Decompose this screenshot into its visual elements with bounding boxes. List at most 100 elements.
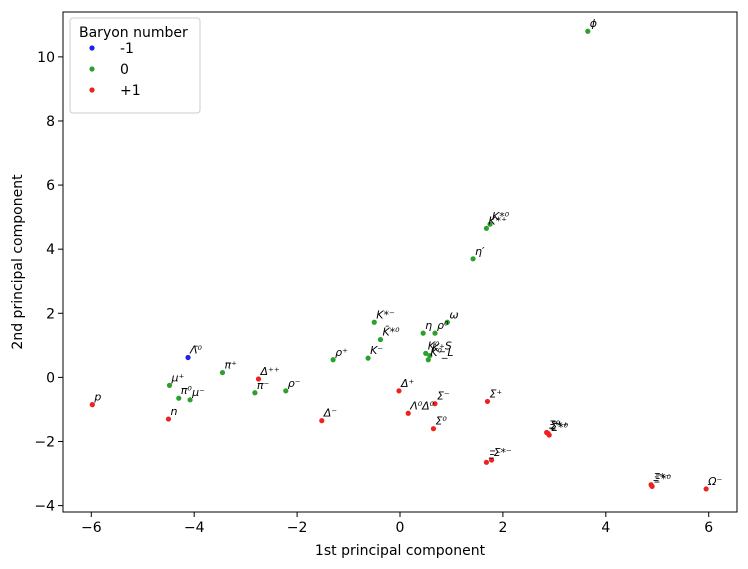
x-tick-label: −6 (81, 520, 102, 536)
data-point (371, 319, 377, 325)
legend-entries: -1 0 +1 (89, 41, 141, 99)
data-point (165, 416, 172, 422)
point-label: ω (449, 308, 458, 321)
data-point (330, 357, 336, 363)
data-point (484, 398, 491, 405)
data-point (430, 426, 437, 432)
point-label: Σ*⁻ (494, 446, 512, 459)
point-label: Ξ⁻ (488, 448, 501, 461)
point-label: Δ⁺⁺ (260, 365, 280, 378)
point-label: K⁰_S (428, 339, 452, 352)
data-point (185, 354, 191, 361)
point-label: ρ⁺ (335, 346, 348, 359)
point-label: μ⁺ (171, 371, 185, 384)
point-label: Δ⁺ (400, 377, 415, 390)
legend-label: -1 (120, 41, 134, 57)
legend-marker (89, 45, 95, 51)
data-point (483, 459, 490, 465)
y-axis-ticks: −4 −2 0 2 4 6 8 10 (34, 50, 63, 515)
data-point (546, 432, 552, 438)
data-point (487, 221, 493, 227)
x-tick-label: −2 (287, 520, 308, 536)
data-point (425, 357, 431, 363)
data-point (470, 256, 476, 262)
data-point (703, 486, 709, 492)
point-label: K⁺ (432, 342, 445, 355)
data-point (444, 319, 450, 325)
point-label: Σ⁻ (437, 390, 450, 403)
point-label: Ω⁻ (707, 475, 722, 488)
y-tick-label: 2 (46, 306, 55, 322)
legend-label: 0 (120, 62, 129, 78)
point-label: Σ⁺ (489, 387, 502, 400)
y-tick-label: −4 (34, 499, 55, 515)
data-point (585, 28, 591, 34)
data-point (432, 401, 438, 407)
data-point (252, 390, 258, 396)
legend-title: Baryon number (79, 25, 188, 41)
point-label: ρ⁻ (288, 377, 301, 390)
data-point (166, 382, 173, 388)
legend-label: +1 (120, 83, 141, 99)
point-label: ϕ (590, 17, 597, 30)
data-point (187, 397, 193, 403)
data-point (427, 352, 433, 359)
point-label: ρ⁰ (437, 319, 449, 332)
point-label: η′ (475, 245, 485, 258)
data-point (649, 483, 655, 489)
point-label: η (425, 319, 432, 332)
legend-marker (89, 87, 95, 93)
y-tick-label: −2 (34, 434, 55, 450)
x-tick-label: 0 (396, 520, 405, 536)
data-points (89, 28, 709, 492)
y-tick-label: 0 (46, 370, 55, 386)
x-axis-ticks: −6 −4 −2 0 2 4 6 (81, 512, 713, 536)
point-label: n (170, 405, 177, 418)
data-point (377, 336, 384, 343)
point-label: μ⁻ (191, 386, 205, 399)
x-axis-title: 1st principal component (315, 543, 486, 559)
data-point (396, 388, 402, 394)
data-point (423, 350, 429, 356)
point-label: Ξ*⁰ (654, 472, 671, 485)
y-tick-label: 10 (37, 50, 55, 66)
point-label: p (93, 391, 101, 404)
point-label: Λ⁰Δ⁰ (409, 399, 434, 412)
y-tick-label: 8 (46, 114, 55, 130)
data-point (283, 388, 289, 394)
point-label: π⁰ (181, 384, 193, 397)
point-label: Σ*⁰ (551, 421, 568, 434)
data-point (255, 376, 262, 382)
legend: Baryon number -1 0 +1 (69, 17, 201, 114)
point-label: K*⁺ (488, 214, 507, 227)
point-label: π⁺ (224, 359, 237, 372)
point-label: K⁰_L (430, 346, 453, 359)
data-point (365, 355, 371, 361)
x-tick-label: 2 (498, 520, 507, 536)
point-label: K*⁻ (376, 308, 395, 321)
legend-marker (89, 66, 95, 72)
data-point (319, 418, 325, 424)
point-label: Σ*⁺ (550, 419, 568, 432)
data-point (176, 395, 182, 401)
legend-box (69, 17, 201, 114)
point-label: Ξ⁰ (549, 419, 561, 432)
x-tick-label: 4 (601, 520, 610, 536)
point-label: Σ⁰ (435, 415, 447, 428)
data-point (405, 410, 411, 416)
point-label: K̄*⁰ (382, 326, 400, 339)
data-point (89, 402, 95, 408)
point-label: Δ⁻ (323, 407, 338, 420)
y-axis-title: 2nd principal component (10, 174, 26, 350)
point-label: Ξ*⁻ (653, 471, 671, 484)
y-tick-label: 4 (46, 242, 55, 258)
y-tick-label: 6 (46, 178, 55, 194)
data-point (219, 369, 226, 376)
data-point (432, 330, 438, 336)
point-label: K⁻ (370, 344, 383, 357)
data-point (483, 225, 490, 231)
point-labels: pnΛ̄⁰μ⁺π⁰ μ⁻π⁺ Δ⁺⁺π⁻ ρ⁻Δ⁻ρ⁺ K⁻K̄*⁰K*⁻Δ⁺Λ⁰Δ⁰Σ… (93, 17, 722, 488)
x-tick-label: −4 (184, 520, 205, 536)
point-label: π⁻ (257, 379, 270, 392)
